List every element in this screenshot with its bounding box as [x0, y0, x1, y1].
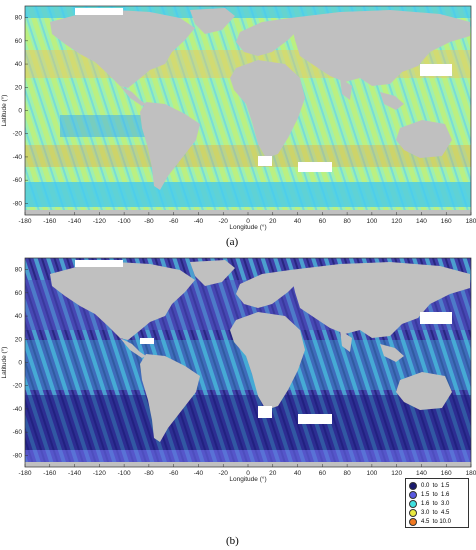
map-b-southern-dark [25, 395, 471, 450]
legend-label: 1.6 to 3.0 [421, 500, 450, 507]
legend-swatch [409, 490, 417, 499]
y-axis-label: Latitude (°) [0, 347, 8, 379]
legend-entry: 3.0 to 4.5 [409, 508, 465, 517]
y-tick-label: 0 [18, 360, 22, 367]
legend-label: 0.0 to 1.5 [421, 482, 450, 489]
y-tick-label: -60 [13, 177, 23, 184]
x-tick-label: -60 [169, 470, 179, 477]
panel-a-label: (a) [226, 236, 239, 248]
y-tick-label: 20 [15, 84, 23, 91]
x-tick-label: 120 [391, 470, 402, 477]
y-tick-label: -20 [13, 131, 23, 138]
y-tick-label: -40 [13, 406, 23, 413]
x-tick-label: -20 [219, 470, 229, 477]
x-tick-label: -40 [194, 470, 204, 477]
x-tick-label: -160 [43, 218, 56, 225]
panel-b-label: (b) [226, 535, 239, 547]
legend-entry: 4.5 to 10.0 [409, 517, 465, 526]
x-tick-label: -140 [68, 470, 81, 477]
map-panel-a: -180 -160 -140 -120 -100 -80 -60 -40 -20 0 20 40 60 8… [0, 5, 476, 231]
x-tick-label: 140 [416, 218, 427, 225]
y-tick-label: -80 [13, 200, 23, 207]
x-tick-label: -160 [43, 470, 56, 477]
legend-swatch [409, 517, 417, 526]
x-tick-label: 160 [441, 470, 452, 477]
x-tick-label: 40 [294, 218, 302, 225]
x-tick-label: -180 [18, 218, 31, 225]
x-tick-label: 180 [466, 218, 476, 225]
x-tick-label: -100 [118, 218, 131, 225]
y-tick-label: 80 [15, 267, 23, 274]
legend-label: 1.5 to 1.6 [421, 491, 450, 498]
x-tick-label: -120 [93, 218, 106, 225]
map-a-missing-data [75, 8, 452, 172]
y-tick-label: 60 [15, 290, 23, 297]
map-panel-b: -180 -160 -140 -120 -100 -80 -60 -40 -20 0 20 40 60 8… [0, 257, 476, 483]
x-tick-label: -140 [68, 218, 81, 225]
x-tick-label: -180 [18, 470, 31, 477]
y-tick-label: -40 [13, 154, 23, 161]
x-axis-label: Longitude (°) [229, 475, 266, 483]
legend: 0.0 to 1.5 1.5 to 1.6 1.6 to 3.0 3.0 to 4.5… [405, 478, 469, 528]
x-tick-label: 100 [366, 218, 377, 225]
y-tick-label: 40 [15, 313, 23, 320]
x-tick-label: 0 [246, 470, 250, 477]
x-tick-label: 140 [416, 470, 427, 477]
y-axis-label: Latitude (°) [0, 95, 8, 127]
legend-entry: 1.5 to 1.6 [409, 490, 465, 499]
map-a-south-warm-band [25, 145, 471, 167]
x-tick-label: 180 [466, 470, 476, 477]
legend-swatch [409, 508, 417, 517]
map-b-missing-data [75, 260, 452, 424]
x-tick-label: -120 [93, 470, 106, 477]
legend-swatch [409, 481, 417, 490]
x-tick-label: 160 [441, 218, 452, 225]
x-tick-label: -100 [118, 470, 131, 477]
x-tick-label: 80 [343, 470, 351, 477]
x-tick-label: -20 [219, 218, 229, 225]
x-axis-label: Longitude (°) [229, 223, 266, 231]
x-tick-label: -80 [144, 470, 154, 477]
map-b-polar-band [25, 450, 471, 462]
legend-entry: 1.6 to 3.0 [409, 499, 465, 508]
x-tick-label: -60 [169, 218, 179, 225]
y-tick-label: -80 [13, 452, 23, 459]
y-tick-label: -60 [13, 429, 23, 436]
y-tick-label: 0 [18, 108, 22, 115]
y-tick-label: 20 [15, 336, 23, 343]
y-tick-label: -20 [13, 383, 23, 390]
x-tick-label: -80 [144, 218, 154, 225]
x-tick-label: 120 [391, 218, 402, 225]
x-tick-label: 20 [269, 470, 277, 477]
map-a-polar-cool [25, 182, 471, 207]
legend-label: 4.5 to 10.0 [421, 518, 452, 525]
legend-entry: 0.0 to 1.5 [409, 481, 465, 490]
legend-label: 3.0 to 4.5 [421, 509, 450, 516]
y-tick-label: 60 [15, 38, 23, 45]
y-tick-label: 40 [15, 61, 23, 68]
x-tick-label: 100 [366, 470, 377, 477]
y-tick-label: 80 [15, 15, 23, 22]
x-tick-label: -40 [194, 218, 204, 225]
map-b-land [25, 260, 471, 467]
x-tick-label: 40 [294, 470, 302, 477]
x-tick-label: 0 [246, 218, 250, 225]
legend-swatch [409, 499, 417, 508]
x-tick-label: 60 [319, 218, 327, 225]
map-a-land [25, 8, 471, 215]
x-tick-label: 20 [269, 218, 277, 225]
x-tick-label: 80 [343, 218, 351, 225]
x-tick-label: 60 [319, 470, 327, 477]
